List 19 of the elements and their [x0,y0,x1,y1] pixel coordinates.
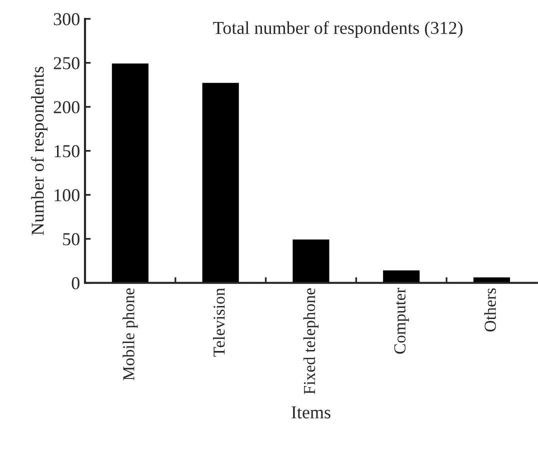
y-tick-label: 50 [63,233,80,246]
x-tick-label: Others [484,288,496,332]
bar [200,82,240,283]
x-tick-label: Mobile phone [122,288,138,380]
bar [382,268,422,283]
y-tick-label: 150 [54,145,80,158]
x-tick-label: Television [213,288,225,357]
x-tick-label: Fixed telephone [303,288,319,394]
y-tick-label: 300 [54,13,80,26]
y-tick-label: 250 [54,57,80,70]
y-tick-label: 0 [72,277,80,290]
y-axis-title: Number of respondents [30,66,48,236]
bar [110,62,150,283]
y-tick-label: 100 [54,189,80,202]
x-tick-label: Computer [394,288,409,354]
y-tick-label: 200 [54,101,80,114]
x-axis-title: Items [292,406,330,418]
chart-title: Total number of respondents (312) [213,21,463,38]
bar [291,238,331,283]
